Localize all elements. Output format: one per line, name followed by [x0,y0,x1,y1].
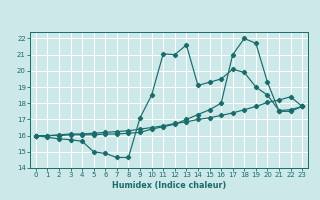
X-axis label: Humidex (Indice chaleur): Humidex (Indice chaleur) [112,181,226,190]
